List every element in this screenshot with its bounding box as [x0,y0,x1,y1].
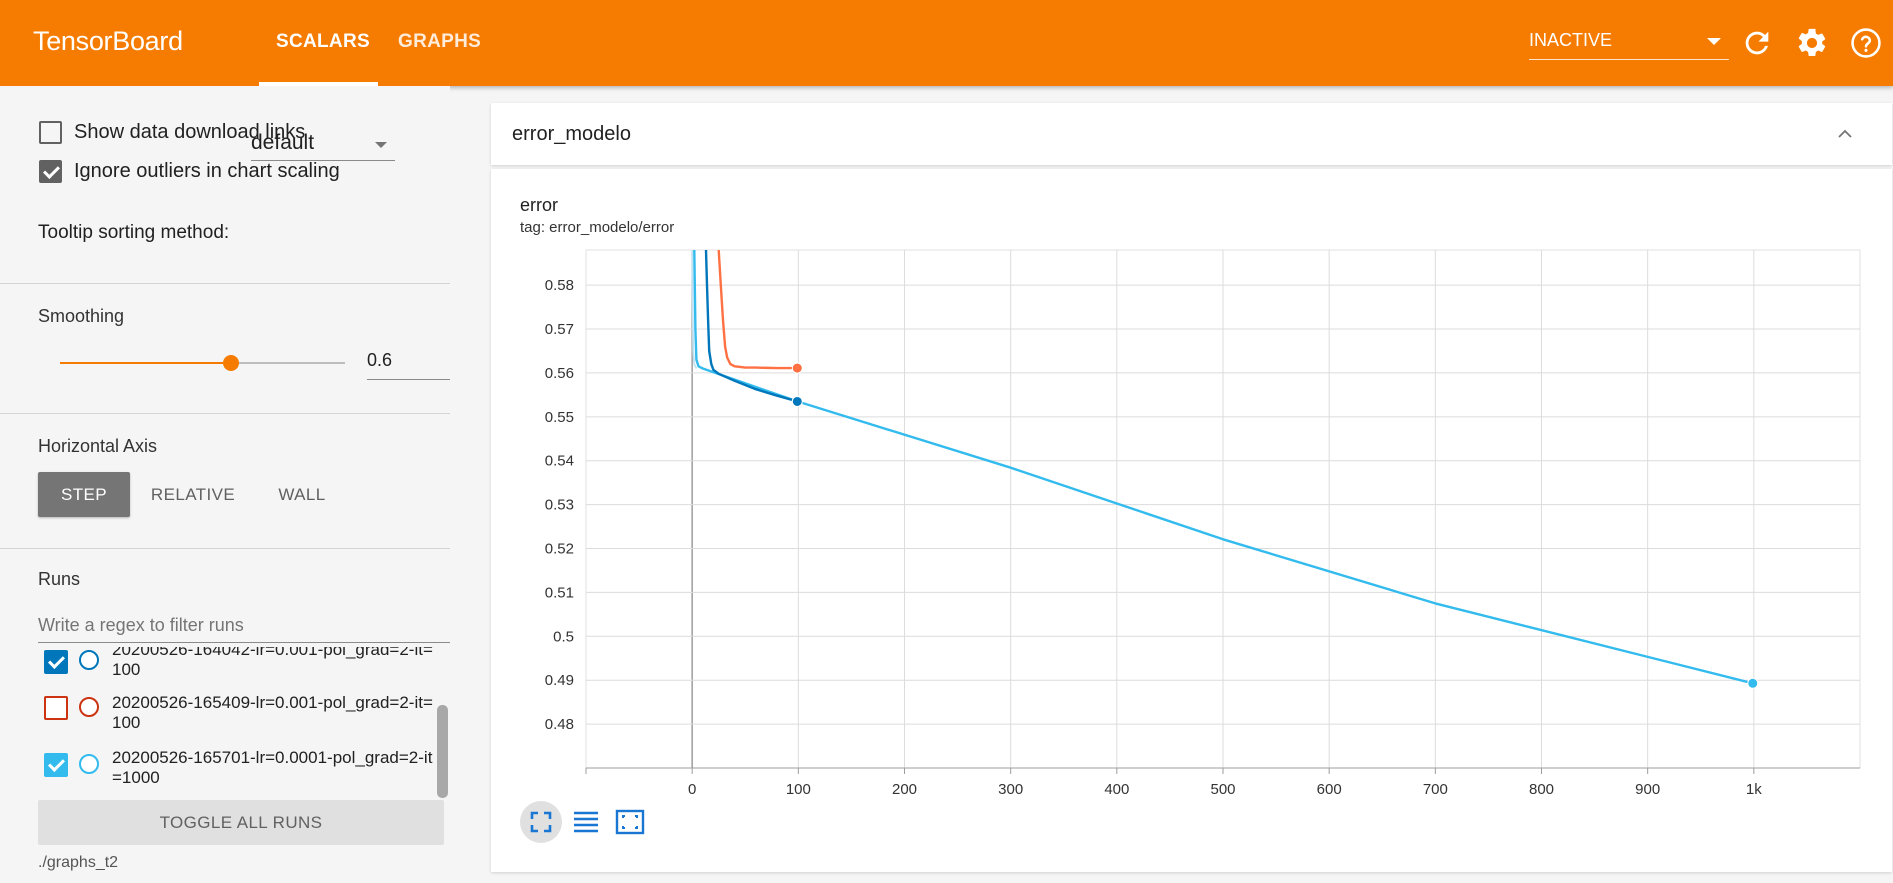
run-name: 20200526-164042-lr=0.001-pol_grad=2-it=1… [112,647,433,679]
x-tick-label: 0 [688,781,696,798]
chevron-down-icon [1707,38,1721,45]
category-name: error_modelo [512,123,631,145]
expand-chart-icon[interactable] [520,801,562,843]
smoothing-slider-handle[interactable] [223,355,239,371]
chevron-down-icon [375,142,387,148]
run-selector-dropdown[interactable]: INACTIVE [1529,28,1729,60]
series-line [704,250,798,403]
chart-grid [585,249,1861,769]
sidebar-divider [0,548,450,549]
show-download-links-checkbox[interactable] [39,121,62,144]
ignore-outliers-label: Ignore outliers in chart scaling [74,160,340,182]
chart-tag: tag: error_modelo/error [520,219,675,236]
y-tick-label: 0.56 [545,365,574,382]
axis-wall-button[interactable]: WALL [278,485,326,504]
run-checkbox[interactable] [44,650,68,674]
settings-gear-icon[interactable] [1795,26,1829,60]
y-tick-label: 0.52 [545,541,574,558]
fit-domain-icon[interactable] [609,801,651,843]
help-icon[interactable] [1849,26,1883,60]
run-checkbox[interactable] [44,753,68,777]
y-tick-label: 0.57 [545,321,574,338]
log-directory: ./graphs_t2 [38,854,119,871]
tab-scalars[interactable]: SCALARS [276,31,370,52]
horizontal-axis-title: Horizontal Axis [38,436,158,456]
x-tick-label: 700 [1423,781,1448,798]
top-app-bar: TensorBoard SCALARS GRAPHS INACTIVE [0,0,1893,86]
run-name: 20200526-165701-lr=0.0001-pol_grad=2-it=… [112,748,433,787]
x-tick-label: 800 [1529,781,1554,798]
run-color-swatch[interactable] [79,650,99,670]
series-line [693,250,1754,685]
x-tick-label: 500 [1210,781,1235,798]
chart-series [691,250,1754,685]
run-name: 20200526-165409-lr=0.001-pol_grad=2-it=1… [112,693,433,732]
x-tick-label: 200 [892,781,917,798]
y-tick-label: 0.49 [545,672,574,689]
runs-list-scrollbar[interactable] [437,705,448,798]
chart-tick-labels: 0 100 200 300 400 500 600 700 800 900 1k 0.48 0.49 0.… [545,277,1762,798]
run-color-swatch[interactable] [79,754,99,774]
smoothing-value-input[interactable]: 0.6 [367,344,450,380]
run-item[interactable]: 20200526-165701-lr=0.0001-pol_grad=2-it=… [0,748,445,797]
smoothing-title: Smoothing [38,306,125,326]
active-tab-indicator [259,82,378,86]
tooltip-sorting-value: default [251,131,315,154]
series-end-point [1747,677,1759,689]
show-download-links-label: Show data download links [74,121,306,143]
run-checkbox[interactable] [44,696,68,720]
y-tick-label: 0.5 [553,628,574,645]
y-tick-label: 0.54 [545,453,574,470]
y-tick-label: 0.55 [545,409,574,426]
x-tick-label: 900 [1635,781,1660,798]
series-end-point [791,395,803,407]
series-line [691,250,698,369]
sidebar-divider [0,283,450,284]
run-color-swatch[interactable] [79,697,99,717]
sidebar-divider [0,413,450,414]
chart-title: error [520,195,559,215]
runs-filter-input[interactable]: Write a regex to filter runs [38,610,450,643]
tooltip-sorting-dropdown[interactable]: default [251,128,395,161]
chart-axes [585,767,1860,774]
y-tick-label: 0.53 [545,497,574,514]
brand-title: TensorBoard [33,26,183,56]
y-tick-label: 0.58 [545,277,574,294]
axis-relative-button[interactable]: RELATIVE [150,485,236,504]
tooltip-sorting-label: Tooltip sorting method: [38,222,230,243]
refresh-icon[interactable] [1740,26,1774,60]
run-item[interactable]: 20200526-165409-lr=0.001-pol_grad=2-it=1… [0,693,445,753]
x-tick-label: 300 [998,781,1023,798]
run-selector-value: INACTIVE [1529,30,1613,50]
run-item[interactable]: 20200526-164042-lr=0.001-pol_grad=2-it=1… [0,647,445,687]
y-tick-label: 0.48 [545,716,574,733]
chart-card [491,169,1892,872]
toggle-log-scale-icon[interactable] [565,801,607,843]
line-chart[interactable]: 0 100 200 300 400 500 600 700 800 900 1k 0.48 0.49 0.… [491,169,1892,809]
chevron-up-icon[interactable] [1836,125,1854,143]
y-tick-label: 0.51 [545,584,574,601]
ignore-outliers-checkbox[interactable] [39,160,62,183]
tab-graphs[interactable]: GRAPHS [398,31,482,52]
x-tick-label: 100 [786,781,811,798]
x-tick-label: 400 [1104,781,1129,798]
runs-title: Runs [38,569,81,589]
category-header[interactable]: error_modelo [491,103,1892,165]
x-tick-label: 600 [1317,781,1342,798]
series-line [717,250,798,370]
smoothing-slider[interactable] [60,355,345,371]
x-tick-label: 1k [1746,781,1762,798]
axis-step-button[interactable]: STEP [38,472,130,517]
runs-list: 20200526-164042-lr=0.001-pol_grad=2-it=1… [0,647,450,797]
toggle-all-runs-button[interactable]: TOGGLE ALL RUNS [38,800,444,845]
smoothing-slider-fill [60,362,231,364]
series-end-point [791,362,803,374]
